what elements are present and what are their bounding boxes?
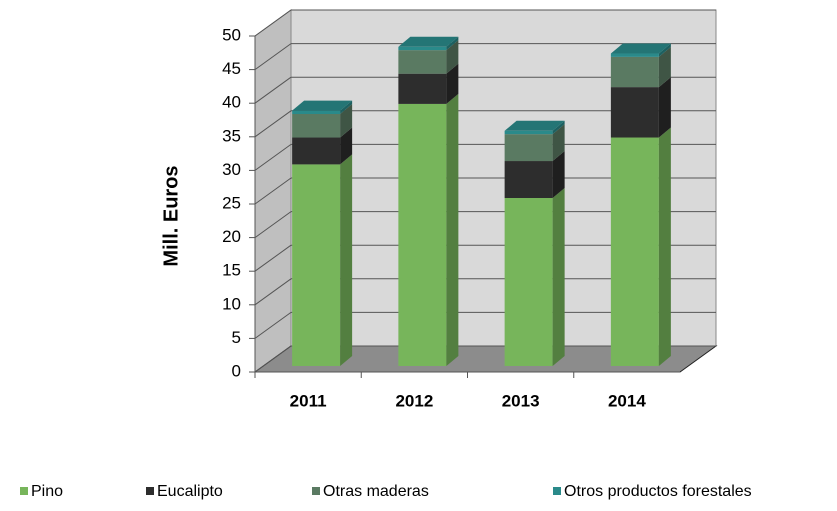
grid-line xyxy=(254,143,292,171)
bar-segment xyxy=(398,73,447,104)
bar-side xyxy=(552,151,565,198)
bar-segment xyxy=(292,164,341,366)
legend-swatch xyxy=(553,487,561,495)
bar-segment xyxy=(610,87,659,138)
grid-line xyxy=(254,345,292,373)
bar-top xyxy=(610,43,671,54)
bar-segment xyxy=(504,198,553,366)
bar-segment xyxy=(398,46,447,51)
y-tick-label: 50 xyxy=(222,25,241,44)
bar-segment xyxy=(398,103,447,367)
grid-line xyxy=(254,43,292,71)
bar-side xyxy=(552,120,565,135)
bar-side xyxy=(446,93,459,367)
bar-side xyxy=(658,77,671,138)
grid-line xyxy=(254,76,292,104)
x-tick-label: 2013 xyxy=(502,391,540,410)
bar-side xyxy=(340,100,353,114)
bar-top xyxy=(292,100,353,111)
bar-segment xyxy=(610,56,659,88)
grid-line xyxy=(254,278,292,306)
bar-side xyxy=(658,127,671,367)
y-tick-label: 30 xyxy=(222,160,241,179)
grid-line xyxy=(254,244,292,272)
bar-segment xyxy=(292,114,341,138)
legend-swatch xyxy=(312,487,320,495)
bar-side xyxy=(340,104,353,138)
bar-side xyxy=(446,40,459,74)
grid-line xyxy=(254,211,292,239)
bar-side xyxy=(658,46,671,88)
legend-label: Eucalipto xyxy=(157,483,223,500)
y-tick-label: 10 xyxy=(222,294,241,313)
legend-label: Pino xyxy=(31,483,63,500)
y-tick-label: 45 xyxy=(222,59,241,78)
grid-line xyxy=(254,311,292,339)
x-tick-label: 2014 xyxy=(608,391,646,410)
y-tick-label: 15 xyxy=(222,261,241,280)
y-axis-label: Mill. Euros xyxy=(160,165,182,266)
bar-segment xyxy=(504,130,553,135)
bar-top xyxy=(398,36,459,47)
bar-side xyxy=(340,154,353,366)
bar-side xyxy=(552,124,565,162)
bar-segment xyxy=(292,110,341,114)
grid-line xyxy=(254,110,292,138)
x-tick-label: 2011 xyxy=(290,391,327,410)
bar-side xyxy=(446,63,459,104)
legend-label: Otros productos forestales xyxy=(564,483,752,500)
legend-swatch xyxy=(20,487,28,495)
bar-side xyxy=(446,36,459,51)
y-tick-label: 0 xyxy=(232,361,241,380)
grid-line xyxy=(254,9,292,37)
bar-side xyxy=(340,127,353,165)
bar-segment xyxy=(292,137,341,165)
y-tick-label: 5 xyxy=(232,328,241,347)
y-tick-label: 20 xyxy=(222,227,241,246)
x-tick-label: 2012 xyxy=(395,391,433,410)
bar-top xyxy=(504,120,565,131)
bar-segment xyxy=(504,134,553,162)
y-tick-label: 35 xyxy=(222,126,241,145)
bar-side xyxy=(658,43,671,57)
y-tick-label: 25 xyxy=(222,193,241,212)
bar-segment xyxy=(610,137,659,366)
legend-label: Otras maderas xyxy=(323,483,429,500)
y-tick-label: 40 xyxy=(222,93,241,112)
bar-side xyxy=(552,188,565,366)
bar-segment xyxy=(610,53,659,57)
bar-segment xyxy=(398,50,447,74)
legend-swatch xyxy=(146,487,154,495)
bar-segment xyxy=(504,161,553,198)
grid-line xyxy=(254,177,292,205)
